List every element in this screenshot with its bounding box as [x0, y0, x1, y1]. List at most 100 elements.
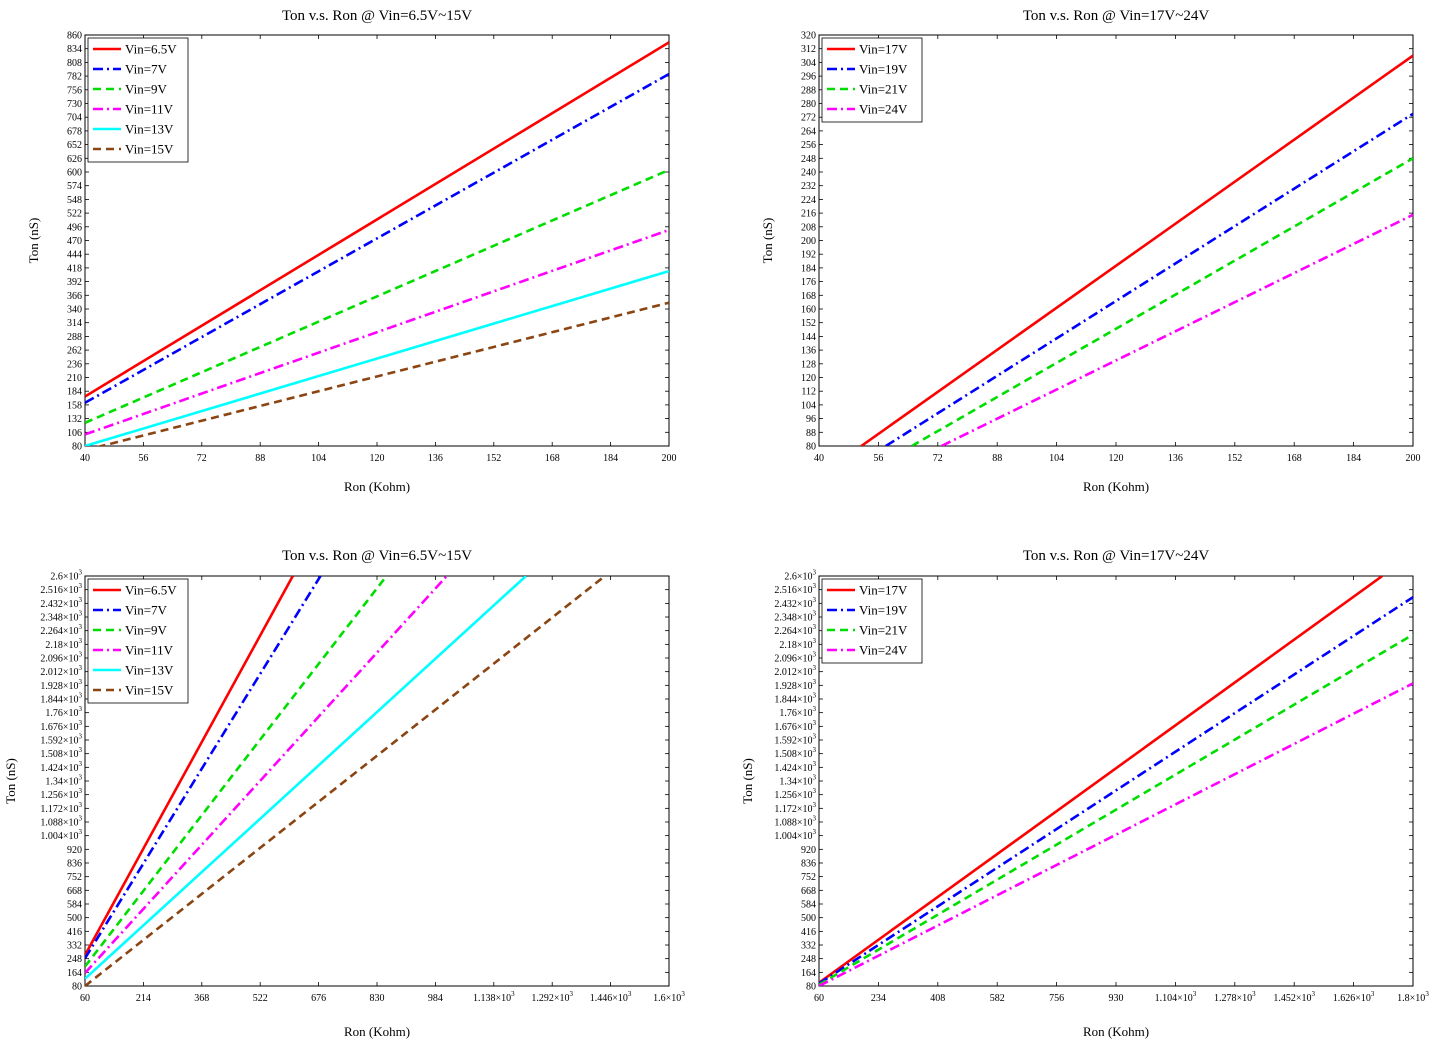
y-tick-label: 1.088×103 [774, 815, 816, 829]
y-tick-label: 224 [801, 195, 816, 206]
y-tick-label: 248 [801, 154, 816, 165]
y-tick-label: 2.432×103 [40, 596, 82, 610]
x-tick-label: 184 [1346, 453, 1361, 464]
y-tick-label: 152 [801, 318, 816, 329]
legend-label: Vin=21V [859, 82, 908, 97]
x-tick-label: 72 [933, 453, 943, 464]
chart-title: Ton v.s. Ron @ Vin=17V~24V [1023, 548, 1210, 564]
y-tick-label: 332 [801, 941, 816, 952]
y-tick-label: 834 [67, 44, 82, 55]
y-tick-label: 120 [801, 373, 816, 384]
y-tick-label: 264 [801, 126, 816, 137]
y-tick-label: 1.172×103 [40, 801, 82, 815]
y-tick-label: 80 [806, 442, 816, 453]
x-tick-label: 1.278×103 [1214, 990, 1256, 1004]
legend-label: Vin=11V [125, 643, 174, 658]
y-tick-label: 168 [801, 291, 816, 302]
x-tick-label: 1.6×103 [653, 990, 685, 1004]
x-tick-label: 56 [138, 453, 148, 464]
y-tick-label: 836 [67, 859, 82, 870]
y-tick-label: 312 [801, 44, 816, 55]
legend-label: Vin=6.5V [125, 583, 177, 598]
y-tick-label: 1.424×103 [40, 760, 82, 774]
y-tick-label: 1.256×103 [774, 787, 816, 801]
series-line [85, 576, 388, 968]
y-tick-label: 1.928×103 [40, 678, 82, 692]
legend-label: Vin=7V [125, 62, 168, 77]
y-tick-label: 444 [67, 250, 82, 261]
y-tick-label: 678 [67, 126, 82, 137]
y-tick-label: 584 [67, 900, 82, 911]
y-tick-label: 164 [801, 968, 816, 979]
series-line [85, 228, 669, 436]
x-tick-label: 168 [1287, 453, 1302, 464]
x-tick-label: 136 [1168, 453, 1183, 464]
y-tick-label: 2.6×103 [784, 569, 816, 583]
chart-panel-bottom-right: Ton v.s. Ron @ Vin=17V~24V 80 164 248 332 416… [724, 524, 1447, 1048]
y-tick-label: 296 [801, 72, 816, 83]
y-tick-label: 128 [801, 359, 816, 370]
x-axis-label: Ron (Kohm) [344, 1024, 410, 1039]
y-axis-label: Ton (nS) [26, 218, 41, 264]
y-tick-label: 2.012×103 [774, 664, 816, 678]
series-line [85, 41, 669, 398]
x-tick-label: 88 [255, 453, 265, 464]
y-tick-label: 1.592×103 [40, 733, 82, 747]
y-tick-label: 2.264×103 [774, 623, 816, 637]
chart-svg: Ton v.s. Ron @ Vin=17V~24V 80 88 96 104 112 12… [760, 8, 1421, 494]
y-tick-label: 1.172×103 [774, 801, 816, 815]
y-tick-label: 1.76×103 [779, 705, 816, 719]
series-line [860, 54, 1413, 446]
x-tick-label: 1.446×103 [590, 990, 632, 1004]
y-tick-label: 1.004×103 [774, 828, 816, 842]
x-tick-label: 1.8×103 [1397, 990, 1429, 1004]
chart-panel-top-left: Ton v.s. Ron @ Vin=6.5V~15V 80 106 132 158 18… [0, 0, 724, 524]
series-line [96, 301, 669, 446]
series-line [940, 213, 1413, 446]
x-tick-label: 930 [1109, 993, 1124, 1004]
series-line [819, 682, 1413, 986]
y-tick-label: 1.76×103 [45, 705, 82, 719]
y-tick-label: 626 [67, 154, 82, 165]
y-tick-label: 210 [67, 373, 82, 384]
series-line [819, 576, 1384, 984]
y-tick-label: 522 [67, 209, 82, 220]
x-tick-label: 408 [930, 993, 945, 1004]
x-tick-label: 214 [136, 993, 151, 1004]
x-tick-label: 1.292×103 [531, 990, 573, 1004]
y-tick-label: 418 [67, 263, 82, 274]
x-tick-label: 60 [814, 993, 824, 1004]
x-tick-label: 830 [370, 993, 385, 1004]
x-tick-label: 184 [603, 453, 618, 464]
x-axis-label: Ron (Kohm) [1083, 1024, 1149, 1039]
legend-label: Vin=17V [859, 42, 908, 57]
legend-label: Vin=19V [859, 603, 908, 618]
y-tick-label: 240 [801, 168, 816, 179]
y-tick-label: 1.592×103 [774, 733, 816, 747]
x-tick-label: 60 [80, 993, 90, 1004]
y-tick-label: 262 [67, 346, 82, 357]
series-line [911, 157, 1413, 446]
y-tick-label: 584 [801, 900, 816, 911]
y-tick-label: 2.096×103 [774, 651, 816, 665]
y-tick-label: 200 [801, 236, 816, 247]
series-group [819, 576, 1413, 986]
y-tick-label: 752 [67, 872, 82, 883]
y-tick-label: 2.096×103 [40, 651, 82, 665]
chart-panel-bottom-left: Ton v.s. Ron @ Vin=6.5V~15V 80 164 248 332 41… [0, 524, 724, 1048]
legend-label: Vin=24V [859, 102, 908, 117]
y-tick-label: 1.844×103 [774, 692, 816, 706]
y-tick-label: 340 [67, 305, 82, 316]
y-axis-label: Ton (nS) [740, 758, 755, 804]
series-line [85, 168, 669, 424]
legend-label: Vin=15V [125, 683, 174, 698]
x-tick-label: 136 [428, 453, 443, 464]
y-tick-label: 574 [67, 181, 82, 192]
y-tick-label: 136 [801, 346, 816, 357]
y-tick-label: 1.424×103 [774, 760, 816, 774]
y-tick-label: 1.004×103 [40, 828, 82, 842]
y-tick-label: 416 [67, 927, 82, 938]
x-tick-label: 522 [253, 993, 268, 1004]
y-tick-label: 500 [67, 913, 82, 924]
series-line [819, 596, 1413, 985]
